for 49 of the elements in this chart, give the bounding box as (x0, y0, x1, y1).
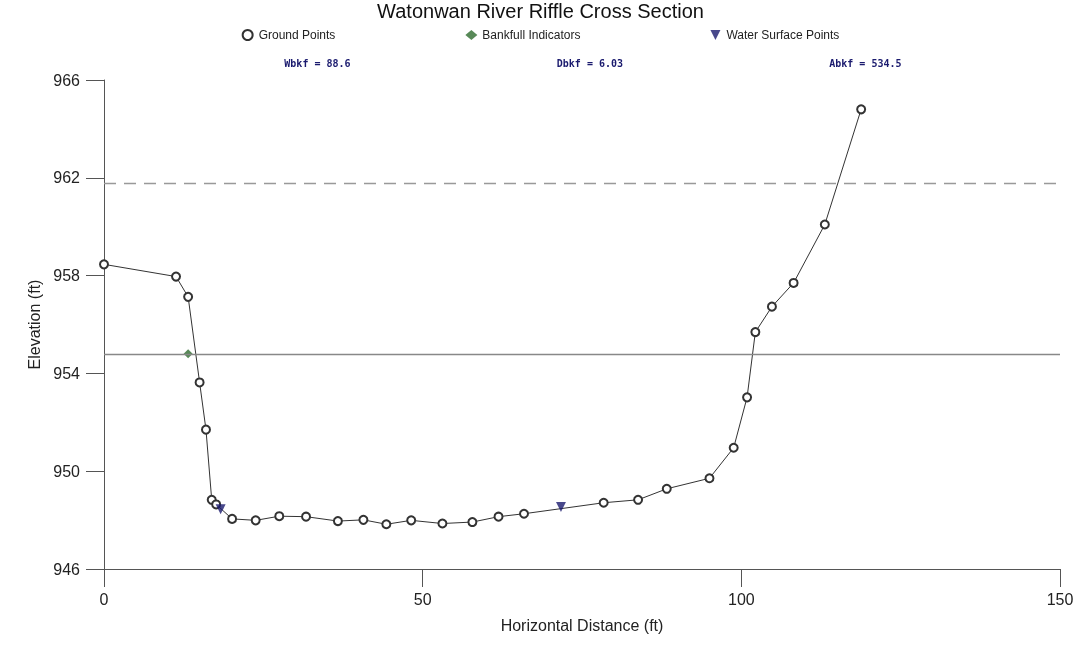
point (856, 104, 867, 115)
y-tick-label: 966 (53, 71, 81, 89)
point (728, 442, 739, 453)
point (183, 291, 194, 302)
legend-label: Ground Points (258, 28, 336, 42)
point (742, 392, 753, 403)
point (493, 511, 504, 522)
point (750, 327, 761, 338)
y-tick-label: 954 (53, 364, 81, 382)
point (467, 517, 478, 528)
point (555, 501, 566, 512)
point (381, 519, 392, 530)
point (215, 504, 226, 515)
point (250, 515, 261, 526)
point (598, 497, 609, 508)
legend-label: Bankfull Indicators (482, 28, 581, 42)
point (200, 424, 211, 435)
point (227, 513, 238, 524)
text: Abkf = 534.5 (829, 57, 902, 69)
x-tick-label: 100 (727, 590, 755, 608)
x-tick-label: 50 (413, 590, 432, 608)
point (301, 511, 312, 522)
point (633, 494, 644, 505)
x-axis-title: Horizontal Distance (ft) (500, 616, 664, 634)
point (819, 219, 830, 230)
point (519, 508, 529, 519)
y-tick-label: 962 (53, 169, 81, 187)
point (274, 511, 285, 522)
x-tick-label: 150 (1046, 590, 1074, 608)
x-tick-label: 0 (99, 590, 109, 608)
y-axis-title: Elevation (ft) (25, 279, 43, 370)
y-tick-label: 958 (53, 267, 81, 285)
chart-title: Watonwan River Riffle Cross Section (377, 0, 704, 22)
point (766, 301, 777, 312)
legend-label: Water Surface Points (726, 28, 840, 42)
point (661, 483, 672, 494)
point (171, 271, 182, 282)
point (358, 514, 369, 525)
text: Dbkf = 6.03 (556, 57, 624, 69)
point (194, 377, 205, 388)
y-tick-label: 950 (53, 462, 81, 480)
point (99, 259, 109, 270)
point (406, 515, 417, 526)
point (332, 516, 343, 527)
point (437, 518, 448, 529)
y-tick-label: 946 (53, 560, 81, 578)
text: Wbkf = 88.6 (284, 57, 351, 69)
point (704, 473, 715, 484)
point (788, 277, 799, 288)
